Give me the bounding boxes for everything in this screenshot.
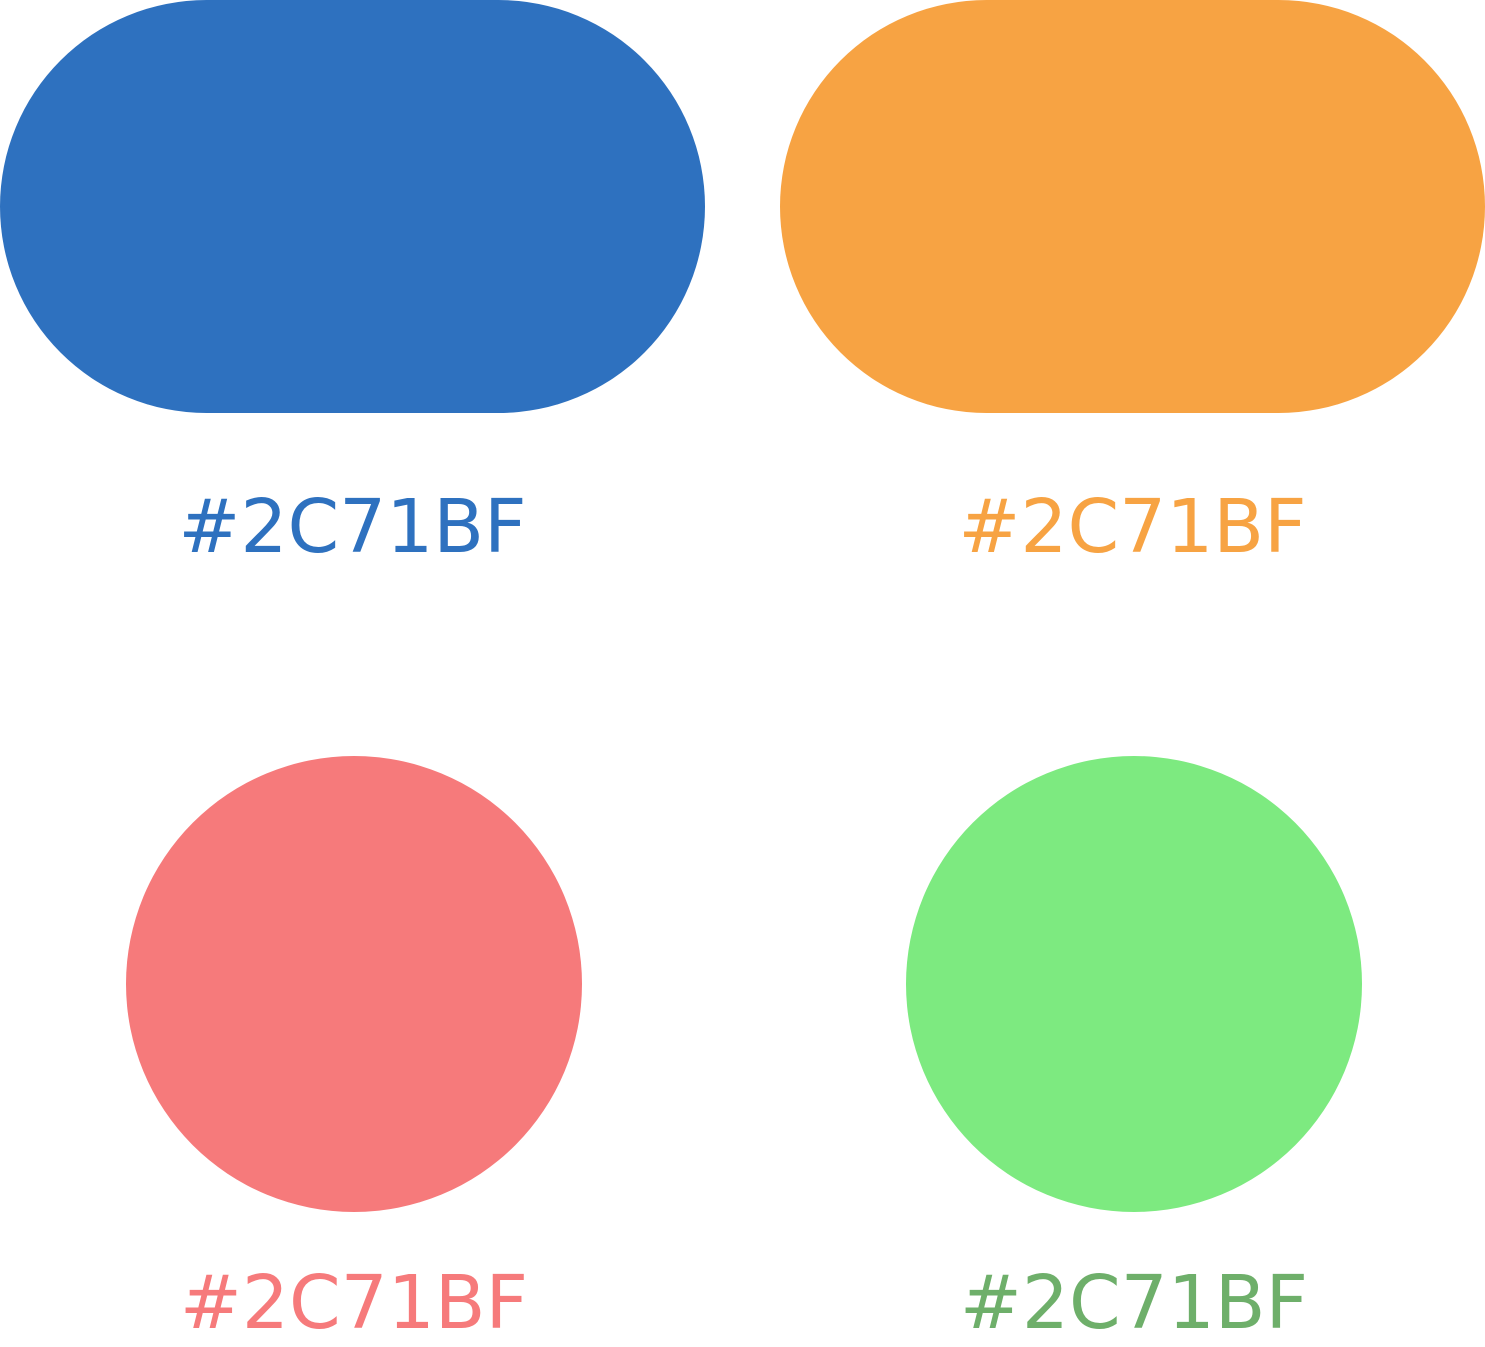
red-circle-swatch — [126, 756, 582, 1212]
orange-pill-swatch — [780, 0, 1485, 413]
green-circle-swatch — [906, 756, 1362, 1212]
blue-swatch-label: #2C71BF — [178, 484, 527, 570]
green-swatch-label: #2C71BF — [959, 1260, 1309, 1346]
orange-swatch-label: #2C71BF — [958, 484, 1307, 570]
red-swatch-label: #2C71BF — [179, 1260, 529, 1346]
blue-pill-swatch — [0, 0, 705, 413]
